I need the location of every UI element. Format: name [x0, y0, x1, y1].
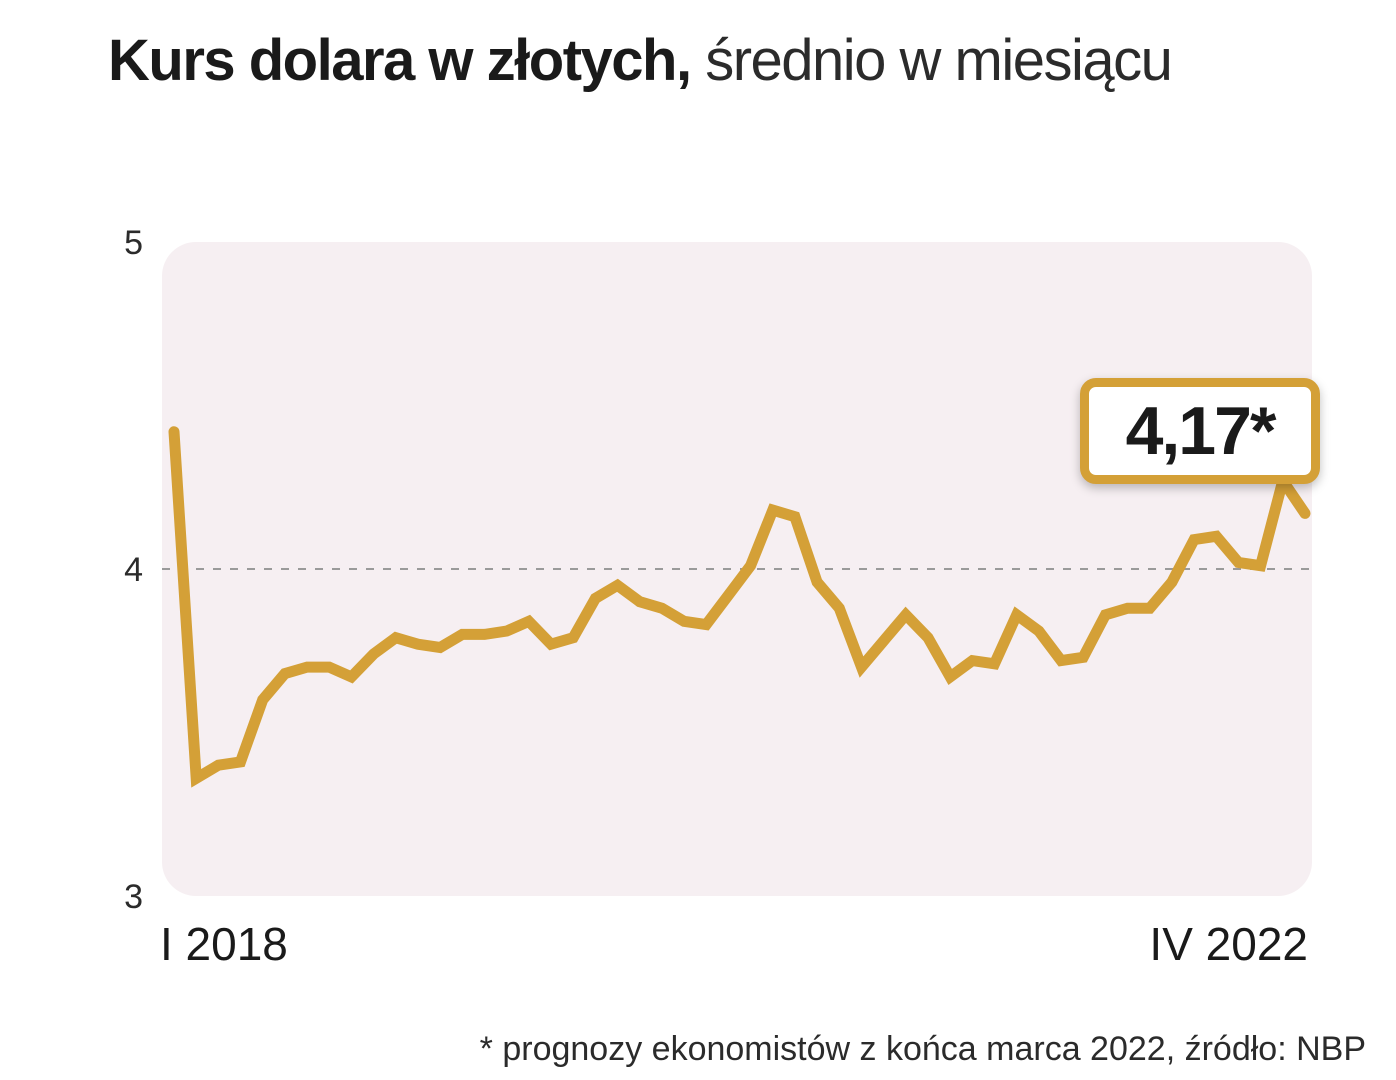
- y-tick-labels: 3 4 5: [124, 224, 143, 916]
- chart-title-light: średnio w miesiącu: [705, 28, 1173, 93]
- x-label-start: I 2018: [160, 918, 288, 970]
- plot-background: [162, 242, 1312, 896]
- x-axis-labels: I 2018 IV 2022: [160, 918, 1308, 970]
- y-tick-label: 5: [124, 224, 143, 262]
- x-label-end: IV 2022: [1149, 918, 1308, 970]
- y-tick-label: 3: [124, 878, 143, 916]
- chart-title-bold: Kurs dolara w złotych,: [108, 28, 692, 93]
- chart-title: Kurs dolara w złotych, średnio w miesiąc…: [108, 26, 1173, 96]
- series-line-usd-pln: [168, 426, 1311, 788]
- footnote-source: * prognozy ekonomistów z końca marca 202…: [479, 1030, 1366, 1068]
- series-layer: [168, 426, 1311, 788]
- forecast-value-badge: 4,17*: [1080, 378, 1320, 484]
- y-tick-label: 4: [124, 551, 143, 589]
